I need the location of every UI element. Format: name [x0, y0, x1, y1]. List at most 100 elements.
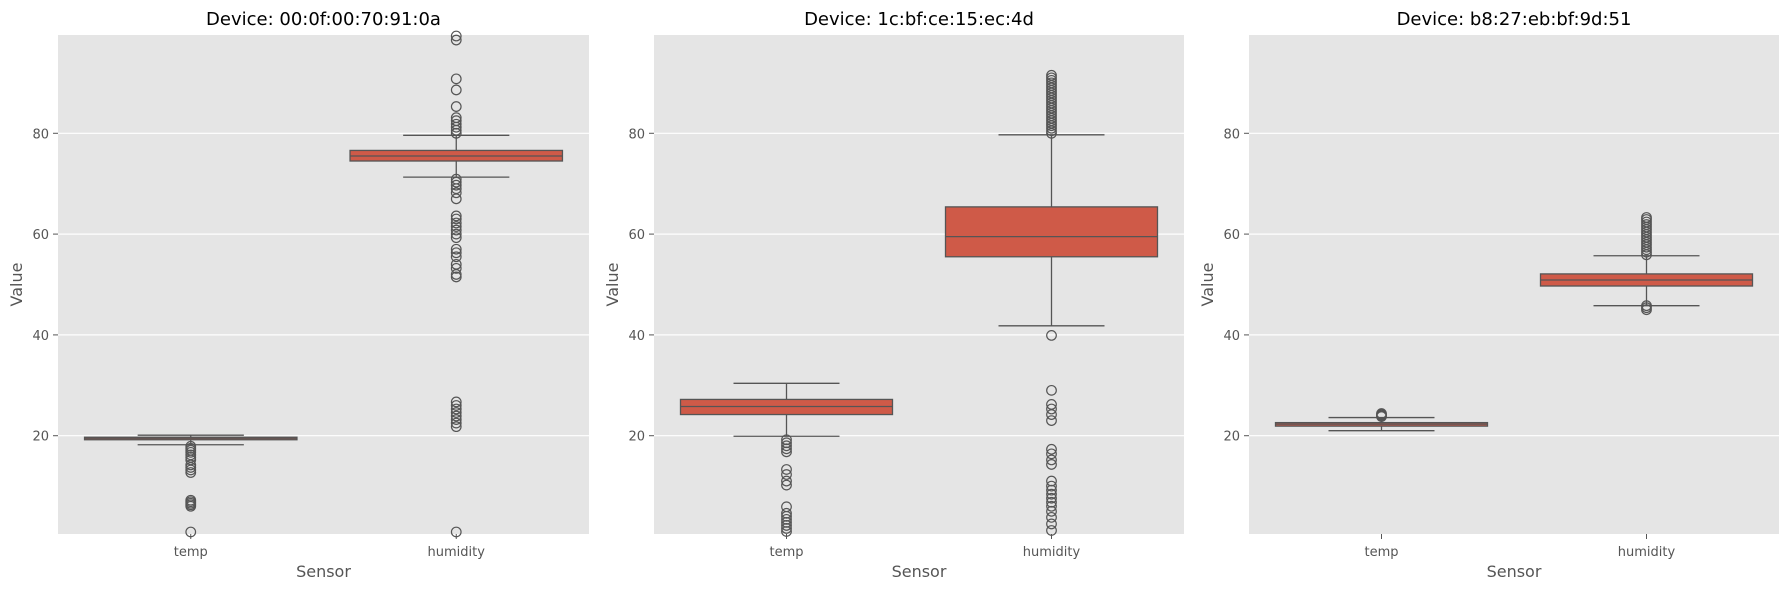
outlier-0-1-5 [450, 407, 462, 418]
outlier-0-1-8 [450, 396, 462, 408]
y-axis-label-0: Value [7, 263, 26, 307]
outlier-1-0-9 [781, 475, 792, 487]
chart-title-0: Device: 00:0f:00:70:91:0a [206, 9, 441, 30]
xtick-label-2-0: temp [1364, 545, 1398, 560]
ytick-label-1-2: 60 [628, 228, 645, 243]
outlier-1-0-15 [781, 437, 792, 449]
outlier-0-0-16 [185, 440, 197, 452]
outlier-1-1-14 [1046, 443, 1057, 455]
box-1-1 [944, 206, 1159, 258]
outlier-0-0-5 [185, 494, 197, 506]
outlier-1-1-41 [1046, 77, 1057, 89]
outlier-1-1-15 [1046, 415, 1057, 426]
ytick-label-1-1: 40 [628, 329, 645, 344]
outlier-1-0-10 [781, 469, 792, 480]
x-axis-label-2: Sensor [1487, 562, 1542, 581]
outlier-0-1-9 [450, 271, 462, 283]
outlier-1-1-17 [1046, 403, 1057, 415]
outlier-0-1-16 [450, 232, 462, 244]
outlier-1-1-44 [1046, 69, 1057, 81]
outlier-1-1-20 [1046, 330, 1057, 341]
outlier-1-1-4 [1046, 500, 1057, 512]
xtick-label-1-1: humidity [1023, 545, 1081, 560]
outlier-0-1-35 [450, 101, 462, 112]
outlier-0-1-22 [450, 210, 462, 222]
outlier-0-1-19 [450, 221, 462, 232]
outlier-0-0-0 [185, 526, 197, 538]
outlier-0-1-6 [450, 403, 462, 415]
outlier-0-1-14 [450, 247, 462, 259]
y-axis-label-1: Value [603, 263, 622, 307]
outlier-0-1-1 [450, 421, 462, 433]
ytick-label-2-2: 60 [1223, 228, 1240, 243]
outlier-0-1-0 [450, 526, 462, 538]
outlier-0-1-13 [450, 251, 462, 263]
outlier-1-0-14 [781, 440, 792, 452]
outlier-0-1-2 [450, 417, 462, 429]
outlier-1-0-4 [781, 513, 792, 525]
outlier-1-1-2 [1046, 511, 1057, 523]
outlier-2-1-15 [1641, 219, 1652, 230]
outlier-0-1-37 [450, 73, 462, 85]
outlier-0-1-36 [450, 84, 462, 96]
outlier-0-1-39 [450, 30, 462, 42]
outlier-1-1-1 [1046, 518, 1057, 530]
xtick-label-1-0: temp [769, 545, 803, 560]
ytick-label-1-0: 20 [628, 430, 645, 445]
outlier-0-1-11 [450, 262, 462, 274]
outlier-0-0-12 [185, 449, 197, 461]
outlier-0-1-7 [450, 400, 462, 411]
x-axis-label-1: Sensor [892, 562, 947, 581]
outlier-0-1-32 [450, 118, 462, 130]
outlier-2-1-16 [1641, 216, 1652, 228]
outlier-1-1-5 [1046, 496, 1057, 508]
outlier-1-1-19 [1046, 384, 1057, 396]
xtick-label-2-1: humidity [1618, 545, 1676, 560]
outlier-1-1-43 [1046, 72, 1057, 84]
ytick-label-2-1: 40 [1223, 329, 1240, 344]
plot-area-1 [654, 35, 1184, 534]
outlier-0-1-3 [450, 414, 462, 425]
outlier-1-1-10 [1046, 475, 1057, 487]
ytick-label-2-0: 20 [1223, 430, 1240, 445]
outlier-0-1-24 [450, 187, 462, 199]
ytick-label-0-3: 80 [32, 127, 49, 142]
xtick-label-0-1: humidity [428, 545, 486, 560]
ytick-label-0-2: 60 [32, 228, 49, 243]
outlier-1-0-11 [781, 464, 792, 475]
outlier-0-1-12 [450, 258, 462, 270]
plot-area-0 [58, 35, 589, 534]
xtick-label-0-0: temp [174, 545, 208, 560]
outlier-0-1-18 [450, 224, 462, 236]
outlier-0-1-28 [450, 173, 462, 185]
outlier-1-1-9 [1046, 480, 1057, 492]
outlier-0-1-27 [450, 176, 462, 188]
ytick-label-2-3: 80 [1223, 127, 1240, 142]
outlier-1-1-42 [1046, 74, 1057, 86]
outlier-1-0-6 [781, 507, 792, 519]
outlier-2-1-18 [1641, 212, 1652, 223]
outlier-0-1-26 [450, 179, 462, 191]
outlier-0-1-17 [450, 228, 462, 240]
outlier-1-1-12 [1046, 454, 1057, 466]
outlier-0-1-20 [450, 217, 462, 229]
outlier-1-1-13 [1046, 448, 1057, 460]
outlier-0-1-33 [450, 115, 462, 127]
ytick-label-0-0: 20 [32, 430, 49, 445]
chart-title-2: Device: b8:27:eb:bf:9d:51 [1397, 9, 1632, 30]
outlier-0-1-4 [450, 410, 462, 422]
x-axis-label-0: Sensor [296, 562, 351, 581]
outlier-2-1-2 [1641, 300, 1652, 312]
outlier-0-1-34 [450, 112, 462, 124]
outlier-1-1-0 [1046, 525, 1057, 536]
outlier-1-0-7 [781, 501, 792, 513]
outlier-1-1-18 [1046, 399, 1057, 410]
ytick-label-1-3: 80 [628, 127, 645, 142]
outlier-1-0-8 [781, 479, 792, 491]
outlier-2-0-3 [1376, 408, 1387, 419]
outlier-0-1-21 [450, 213, 462, 225]
outlier-1-1-7 [1046, 488, 1057, 500]
chart-title-1: Device: 1c:bf:ce:15:ec:4d [804, 9, 1034, 30]
outlier-0-1-38 [450, 34, 462, 46]
